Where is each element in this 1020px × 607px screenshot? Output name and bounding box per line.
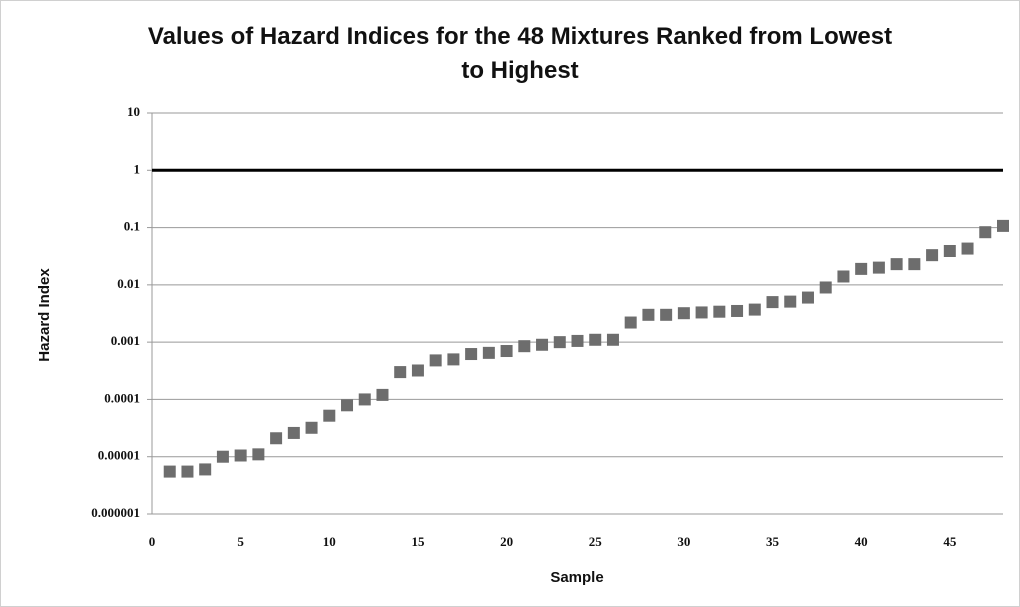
point (447, 353, 460, 366)
point (589, 333, 602, 346)
point (394, 366, 407, 379)
point (553, 336, 566, 349)
point (731, 304, 744, 317)
point (624, 316, 637, 329)
point (642, 308, 655, 321)
point (890, 258, 903, 271)
point (784, 295, 797, 308)
point (163, 465, 176, 478)
y-tick-label: 0.001 (111, 333, 140, 348)
point (199, 463, 212, 476)
point (766, 296, 779, 309)
x-tick-label: 5 (237, 534, 244, 549)
point (376, 388, 389, 401)
y-axis-label: Hazard Index (36, 268, 53, 362)
point (270, 432, 283, 445)
point (961, 242, 974, 255)
x-tick-label: 10 (323, 534, 336, 549)
y-tick-label: 0.00001 (98, 448, 140, 463)
y-tick-label: 0.000001 (91, 505, 140, 520)
point (979, 226, 992, 239)
chart-title: Values of Hazard Indices for the 48 Mixt… (147, 23, 893, 84)
point (323, 409, 336, 422)
point (855, 262, 868, 275)
point (819, 281, 832, 294)
point (482, 346, 495, 359)
x-tick-label: 45 (943, 534, 957, 549)
x-tick-label: 40 (855, 534, 868, 549)
point (536, 338, 549, 351)
point (926, 249, 939, 262)
point (801, 291, 814, 304)
point (305, 421, 318, 434)
x-tick-label: 0 (149, 534, 156, 549)
y-tick-label: 0.1 (124, 219, 140, 234)
x-tick-label: 30 (677, 534, 690, 549)
point (252, 448, 265, 461)
point (181, 465, 194, 478)
point (234, 449, 247, 462)
point (677, 307, 690, 320)
point (358, 393, 371, 406)
x-axis-label: Sample (550, 569, 603, 586)
point (695, 306, 708, 319)
point (837, 270, 850, 283)
x-tick-label: 35 (766, 534, 780, 549)
x-tick-label: 20 (500, 534, 513, 549)
point (518, 340, 531, 353)
y-tick-label: 1 (134, 161, 141, 176)
point (465, 348, 478, 361)
point (429, 354, 442, 367)
point (713, 305, 726, 318)
point (500, 345, 513, 358)
point (872, 261, 885, 274)
point (748, 303, 761, 316)
point (943, 244, 956, 257)
point (341, 399, 354, 412)
y-tick-label: 0.01 (117, 276, 140, 291)
x-tick-label: 15 (411, 534, 425, 549)
point (411, 364, 424, 377)
point (216, 450, 229, 463)
point (908, 258, 921, 271)
point (287, 426, 300, 439)
x-tick-label: 25 (589, 534, 603, 549)
point (606, 333, 619, 346)
point (997, 219, 1009, 232)
point (660, 308, 673, 321)
point (571, 334, 584, 347)
y-tick-label: 0.0001 (104, 390, 140, 405)
y-tick-label: 10 (127, 104, 140, 119)
